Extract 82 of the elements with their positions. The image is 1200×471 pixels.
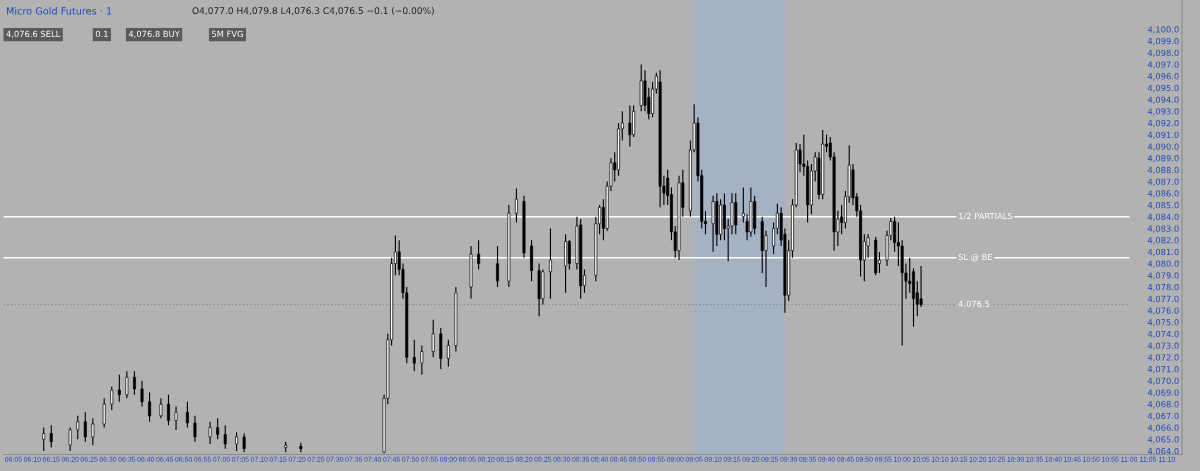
candlestick [174, 405, 178, 431]
y-tick-label: 4,066.0 [1147, 424, 1179, 432]
candlestick [617, 122, 620, 177]
y-tick-label: 4,098.0 [1147, 49, 1179, 57]
y-tick-label: 4,083.0 [1147, 225, 1179, 233]
candlestick [148, 391, 152, 423]
y-tick-label: 4,090.0 [1147, 143, 1179, 151]
y-tick-label: 4,093.0 [1147, 108, 1179, 116]
candlestick [49, 424, 53, 449]
candlestick [208, 421, 212, 445]
y-tick-label: 4,097.0 [1147, 61, 1179, 69]
y-tick-label: 4,095.0 [1147, 84, 1179, 92]
y-tick-label: 4,074.0 [1147, 330, 1179, 338]
text: O4,077.0 H4,079.8 L4,076.3 C4,076.5 −0.1 (−0.00%) [192, 7, 434, 16]
candlestick [446, 339, 450, 368]
annotation: 5M FVG [212, 30, 243, 38]
annotation: 4,076.8 BUY [128, 30, 180, 38]
y-tick-label: 4,071.0 [1147, 365, 1179, 374]
candlestick [420, 345, 424, 376]
candlestick [242, 432, 246, 453]
candlestick [125, 370, 129, 399]
candlestick [235, 431, 239, 452]
y-tick-label: 4,087.0 [1147, 178, 1179, 186]
y-tick-label: 4,068.0 [1147, 401, 1179, 409]
y-tick-label: 4,094.0 [1147, 96, 1179, 104]
y-tick-label: 4,080.0 [1147, 260, 1179, 268]
annotation: 4,076.6 SELL [6, 30, 61, 38]
candlestick [185, 401, 189, 429]
y-tick-label: 4,079.0 [1147, 272, 1179, 280]
y-tick-label: 4,092.0 [1147, 119, 1179, 128]
y-tick-label: 4,069.0 [1147, 389, 1179, 397]
text: Micro Gold Futures · 1 [6, 7, 112, 15]
candlestick [628, 104, 632, 147]
candlestick [193, 415, 197, 443]
y-tick-label: 4,064.0 [1147, 447, 1179, 456]
annotation: 0.1 [95, 30, 108, 38]
y-tick-label: 4,084.0 [1147, 213, 1179, 221]
candlestick [477, 239, 481, 270]
candlestick [102, 397, 106, 429]
candlestick [68, 427, 72, 452]
candlestick [431, 319, 435, 358]
y-tick-label: 4,081.0 [1147, 248, 1179, 256]
candlestick [223, 424, 227, 450]
y-tick-label: 4,100.0 [1147, 26, 1179, 34]
y-tick-label: 4,078.0 [1147, 283, 1179, 292]
candlestick [83, 411, 87, 443]
candlestick [117, 374, 121, 403]
candlestick [912, 267, 915, 328]
candlestick [167, 394, 170, 426]
y-tick-label: 4,072.0 [1147, 354, 1179, 362]
candlestick [919, 265, 923, 308]
y-tick-label: 4,070.0 [1147, 377, 1179, 385]
y-tick-label: 4,099.0 [1147, 37, 1179, 46]
candlestick [132, 370, 136, 396]
ref-line-label: SL @ BE [958, 253, 993, 262]
candlestick [76, 415, 80, 440]
candlestick [216, 417, 220, 440]
y-tick-label: 4,077.0 [1147, 295, 1179, 303]
candlestick [42, 427, 46, 452]
y-tick-label: 4,075.0 [1147, 319, 1179, 327]
ref-line-label: 1/2 PARTIALS [959, 212, 1013, 220]
y-tick-label: 4,091.0 [1147, 131, 1179, 139]
candlestick [140, 380, 144, 408]
candlestick [412, 339, 416, 372]
ref-line-label: 4,076.5 [958, 300, 990, 308]
y-tick-label: 4,076.0 [1147, 307, 1179, 315]
y-tick-label: 4,096.0 [1147, 73, 1179, 81]
candlestick [159, 397, 163, 419]
y-tick-label: 4,067.0 [1147, 412, 1179, 420]
y-tick-label: 4,082.0 [1147, 237, 1179, 245]
y-tick-label: 4,086.0 [1147, 190, 1179, 198]
y-tick-label: 4,088.0 [1147, 166, 1179, 174]
y-tick-label: 4,085.0 [1147, 201, 1179, 210]
candlestick [567, 239, 571, 270]
candlestick [734, 192, 738, 235]
y-tick-label: 4,089.0 [1147, 155, 1179, 163]
y-tick-label: 4,073.0 [1147, 342, 1179, 350]
candlestick [110, 386, 114, 411]
candlestick [91, 417, 95, 446]
candlestick [496, 245, 499, 288]
y-tick-label: 4,065.0 [1147, 436, 1179, 444]
candlestick [893, 216, 897, 253]
